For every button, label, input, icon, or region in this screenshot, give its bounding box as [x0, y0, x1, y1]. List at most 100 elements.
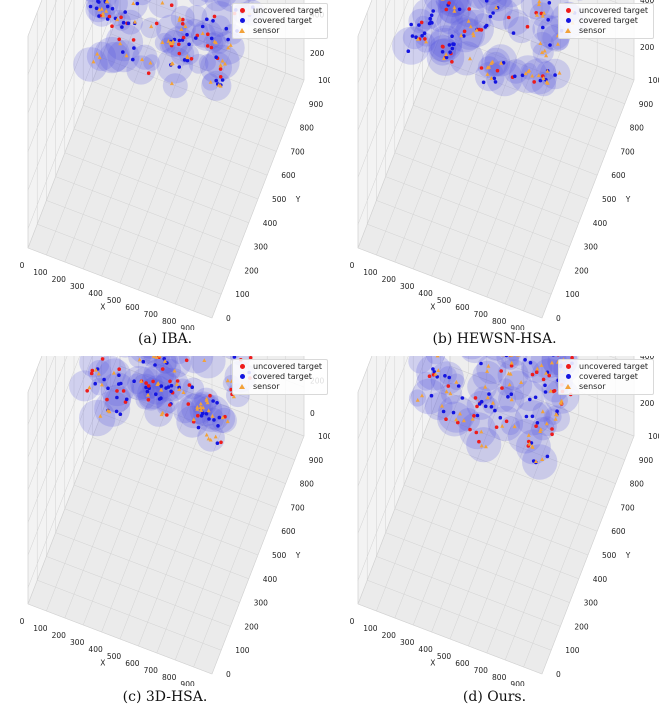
coverage-sphere	[144, 398, 173, 427]
coverage-sphere	[453, 18, 485, 50]
sensor-point	[225, 378, 230, 383]
gridline-y	[366, 368, 552, 651]
uncovered-target-point	[500, 386, 504, 390]
sensor-point	[542, 10, 546, 15]
y-tick-label: 500	[272, 195, 287, 204]
coverage-sphere	[414, 15, 432, 33]
covered-target-point	[444, 55, 449, 60]
sensor-point	[177, 15, 182, 20]
coverage-sphere	[193, 394, 231, 433]
covered-target-point	[523, 358, 527, 362]
x-tick-label: 600	[455, 659, 470, 668]
sensor-point	[195, 405, 200, 409]
sensor-point	[87, 385, 92, 390]
uncovered-target-point	[467, 7, 471, 11]
covered-target-point	[118, 412, 123, 416]
covered-target-point	[97, 0, 101, 4]
uncovered-target-point	[187, 383, 192, 387]
sensor-point	[483, 444, 488, 449]
coverage-sphere	[155, 390, 179, 414]
sensor-point	[139, 379, 144, 383]
coverage-sphere	[132, 44, 158, 70]
sensor-point	[448, 391, 453, 396]
coverage-sphere	[156, 46, 194, 84]
coverage-sphere	[190, 356, 226, 379]
sensor-point	[530, 73, 535, 78]
uncovered-target-point	[206, 32, 210, 36]
sensor-point	[160, 410, 165, 415]
uncovered-target-point	[212, 14, 217, 19]
covered-target-point	[97, 14, 101, 18]
coverage-sphere	[198, 54, 216, 72]
uncovered-target-point	[131, 38, 136, 42]
sensor-point	[195, 407, 200, 411]
uncovered-target-point	[119, 15, 123, 20]
covered-target-point	[452, 42, 456, 46]
gridline-y	[403, 0, 589, 200]
sensor-point	[433, 372, 438, 376]
gridline-z	[357, 356, 391, 440]
uncovered-target-point	[90, 368, 95, 373]
uncovered-target-point	[110, 24, 114, 29]
legend-covered: covered target	[563, 372, 648, 382]
gridline-y	[55, 356, 240, 603]
coverage-sphere	[537, 416, 557, 437]
uncovered-target-point	[186, 402, 191, 406]
uncovered-target-point	[146, 384, 151, 388]
coverage-sphere	[456, 408, 480, 432]
sensor-point	[500, 423, 505, 428]
coverage-sphere	[143, 356, 167, 367]
coverage-sphere	[154, 356, 177, 374]
covered-target-point	[115, 395, 119, 400]
coverage-sphere	[408, 356, 433, 374]
x-tick-label: 400	[418, 289, 433, 298]
sensor-point	[487, 64, 492, 69]
coverage-sphere	[162, 356, 191, 378]
y-tick-label: 700	[290, 147, 305, 156]
y-tick-label: 900	[639, 100, 654, 109]
sensor-point	[470, 416, 475, 421]
covered-target-point	[429, 13, 434, 18]
covered-target-point	[409, 22, 413, 27]
covered-target-point	[511, 31, 516, 35]
sensor-point	[98, 414, 103, 418]
legend-sensor: sensor	[563, 26, 648, 36]
sensor-point	[553, 416, 558, 421]
uncovered-target-point	[123, 400, 128, 404]
covered-target-point	[120, 25, 124, 29]
uncovered-target-point	[154, 21, 159, 26]
sensor-point	[148, 60, 153, 65]
sensor-point	[509, 397, 514, 402]
sensor-point	[206, 408, 211, 413]
y-axis-label: Y	[295, 195, 301, 204]
uncovered-target-point	[532, 80, 536, 84]
covered-target-point	[524, 414, 529, 419]
gridline-y	[119, 0, 305, 81]
uncovered-target-point	[530, 372, 535, 377]
sensor-point	[225, 419, 230, 424]
uncovered-target-point	[146, 398, 151, 402]
sensor-point	[101, 11, 105, 16]
y-tick-label: 0	[556, 670, 561, 679]
grid-lines	[357, 0, 635, 319]
uncovered-target-point	[177, 42, 181, 47]
sensor-point	[452, 8, 457, 13]
gridline-y	[73, 0, 259, 200]
y-tick-label: 300	[584, 243, 599, 252]
caption-a: (a) IBA.	[137, 331, 193, 347]
coverage-sphere	[508, 356, 528, 366]
sensor-point	[177, 387, 182, 391]
sensor-point	[104, 8, 109, 13]
coverage-sphere	[472, 360, 503, 391]
gridline-y	[376, 0, 561, 271]
coverage-sphere	[69, 370, 101, 402]
z-tick-label: 400	[640, 0, 655, 5]
covered-target-point	[199, 414, 204, 418]
uncovered-target-point	[468, 427, 472, 432]
x-tick-label: 0	[350, 261, 355, 270]
coverage-sphere	[551, 391, 568, 409]
sensor-point	[479, 443, 484, 448]
covered-target-point	[543, 383, 547, 388]
sensor-point	[483, 384, 488, 389]
covered-target-point	[440, 50, 445, 54]
